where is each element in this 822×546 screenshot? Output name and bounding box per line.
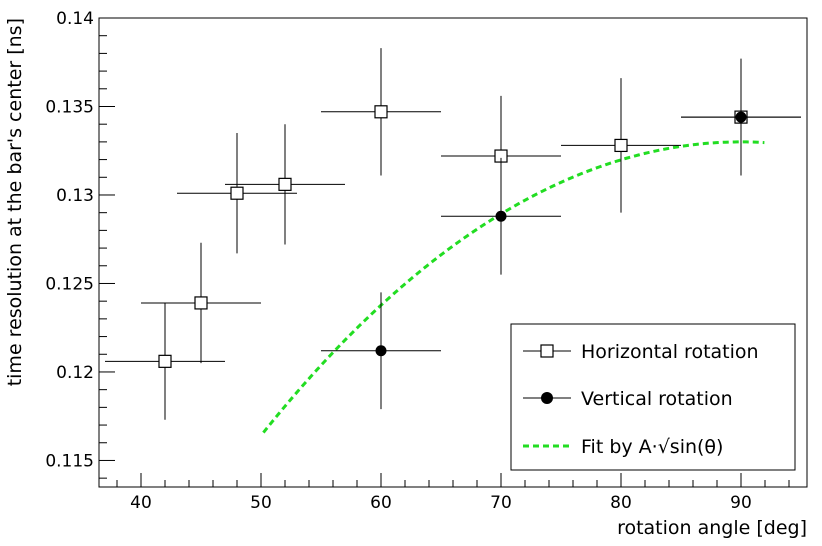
horizontal-data-point [225,124,345,245]
legend-vertical-label: Vertical rotation [581,388,733,410]
y-tick-label: 0.115 [45,451,94,471]
square-marker [194,296,208,310]
horizontal-data-point [177,133,297,254]
horizontal-data-point [321,48,441,176]
vertical-data-point [321,292,441,410]
legend-horizontal-label: Horizontal rotation [581,341,759,363]
legend-vertical-marker [541,392,553,404]
legend: Horizontal rotation Vertical rotation Fi… [510,323,796,471]
vertical-data-point [681,58,801,176]
square-marker [374,105,388,119]
x-tick-label: 70 [490,493,512,513]
circle-marker [735,111,747,123]
y-tick-label: 0.135 [45,97,94,117]
x-tick-label: 40 [130,493,152,513]
horizontal-data-point [141,242,261,364]
square-marker [230,186,244,200]
legend-fit-label: Fit by A·√sin(θ) [581,436,723,458]
legend-horizontal-marker [540,344,554,358]
y-tick-label: 0.125 [45,274,94,294]
horizontal-data-point [561,78,681,213]
x-tick-label: 60 [370,493,392,513]
x-axis-title: rotation angle [deg] [617,517,807,539]
tick-labels-layer: 40 50 60 70 80 90 0.115 0.12 0.125 0.13 0.135 0.14 [45,9,751,513]
y-tick-label: 0.12 [56,363,94,383]
square-marker [278,177,292,191]
circle-marker [375,345,387,357]
horizontal-data-point [105,302,225,420]
x-tick-label: 80 [610,493,632,513]
square-marker [158,354,172,368]
axis-ticks-layer [99,17,790,487]
vertical-data-point [441,157,561,275]
x-tick-label: 90 [730,493,752,513]
y-axis-title: time resolution at the bar's center [ns] [4,18,26,386]
y-tick-label: 0.13 [56,186,94,206]
circle-marker [495,210,507,222]
y-tick-label: 0.14 [56,9,94,29]
data-points-layer [105,48,801,420]
x-tick-label: 50 [250,493,272,513]
square-marker [614,138,628,153]
